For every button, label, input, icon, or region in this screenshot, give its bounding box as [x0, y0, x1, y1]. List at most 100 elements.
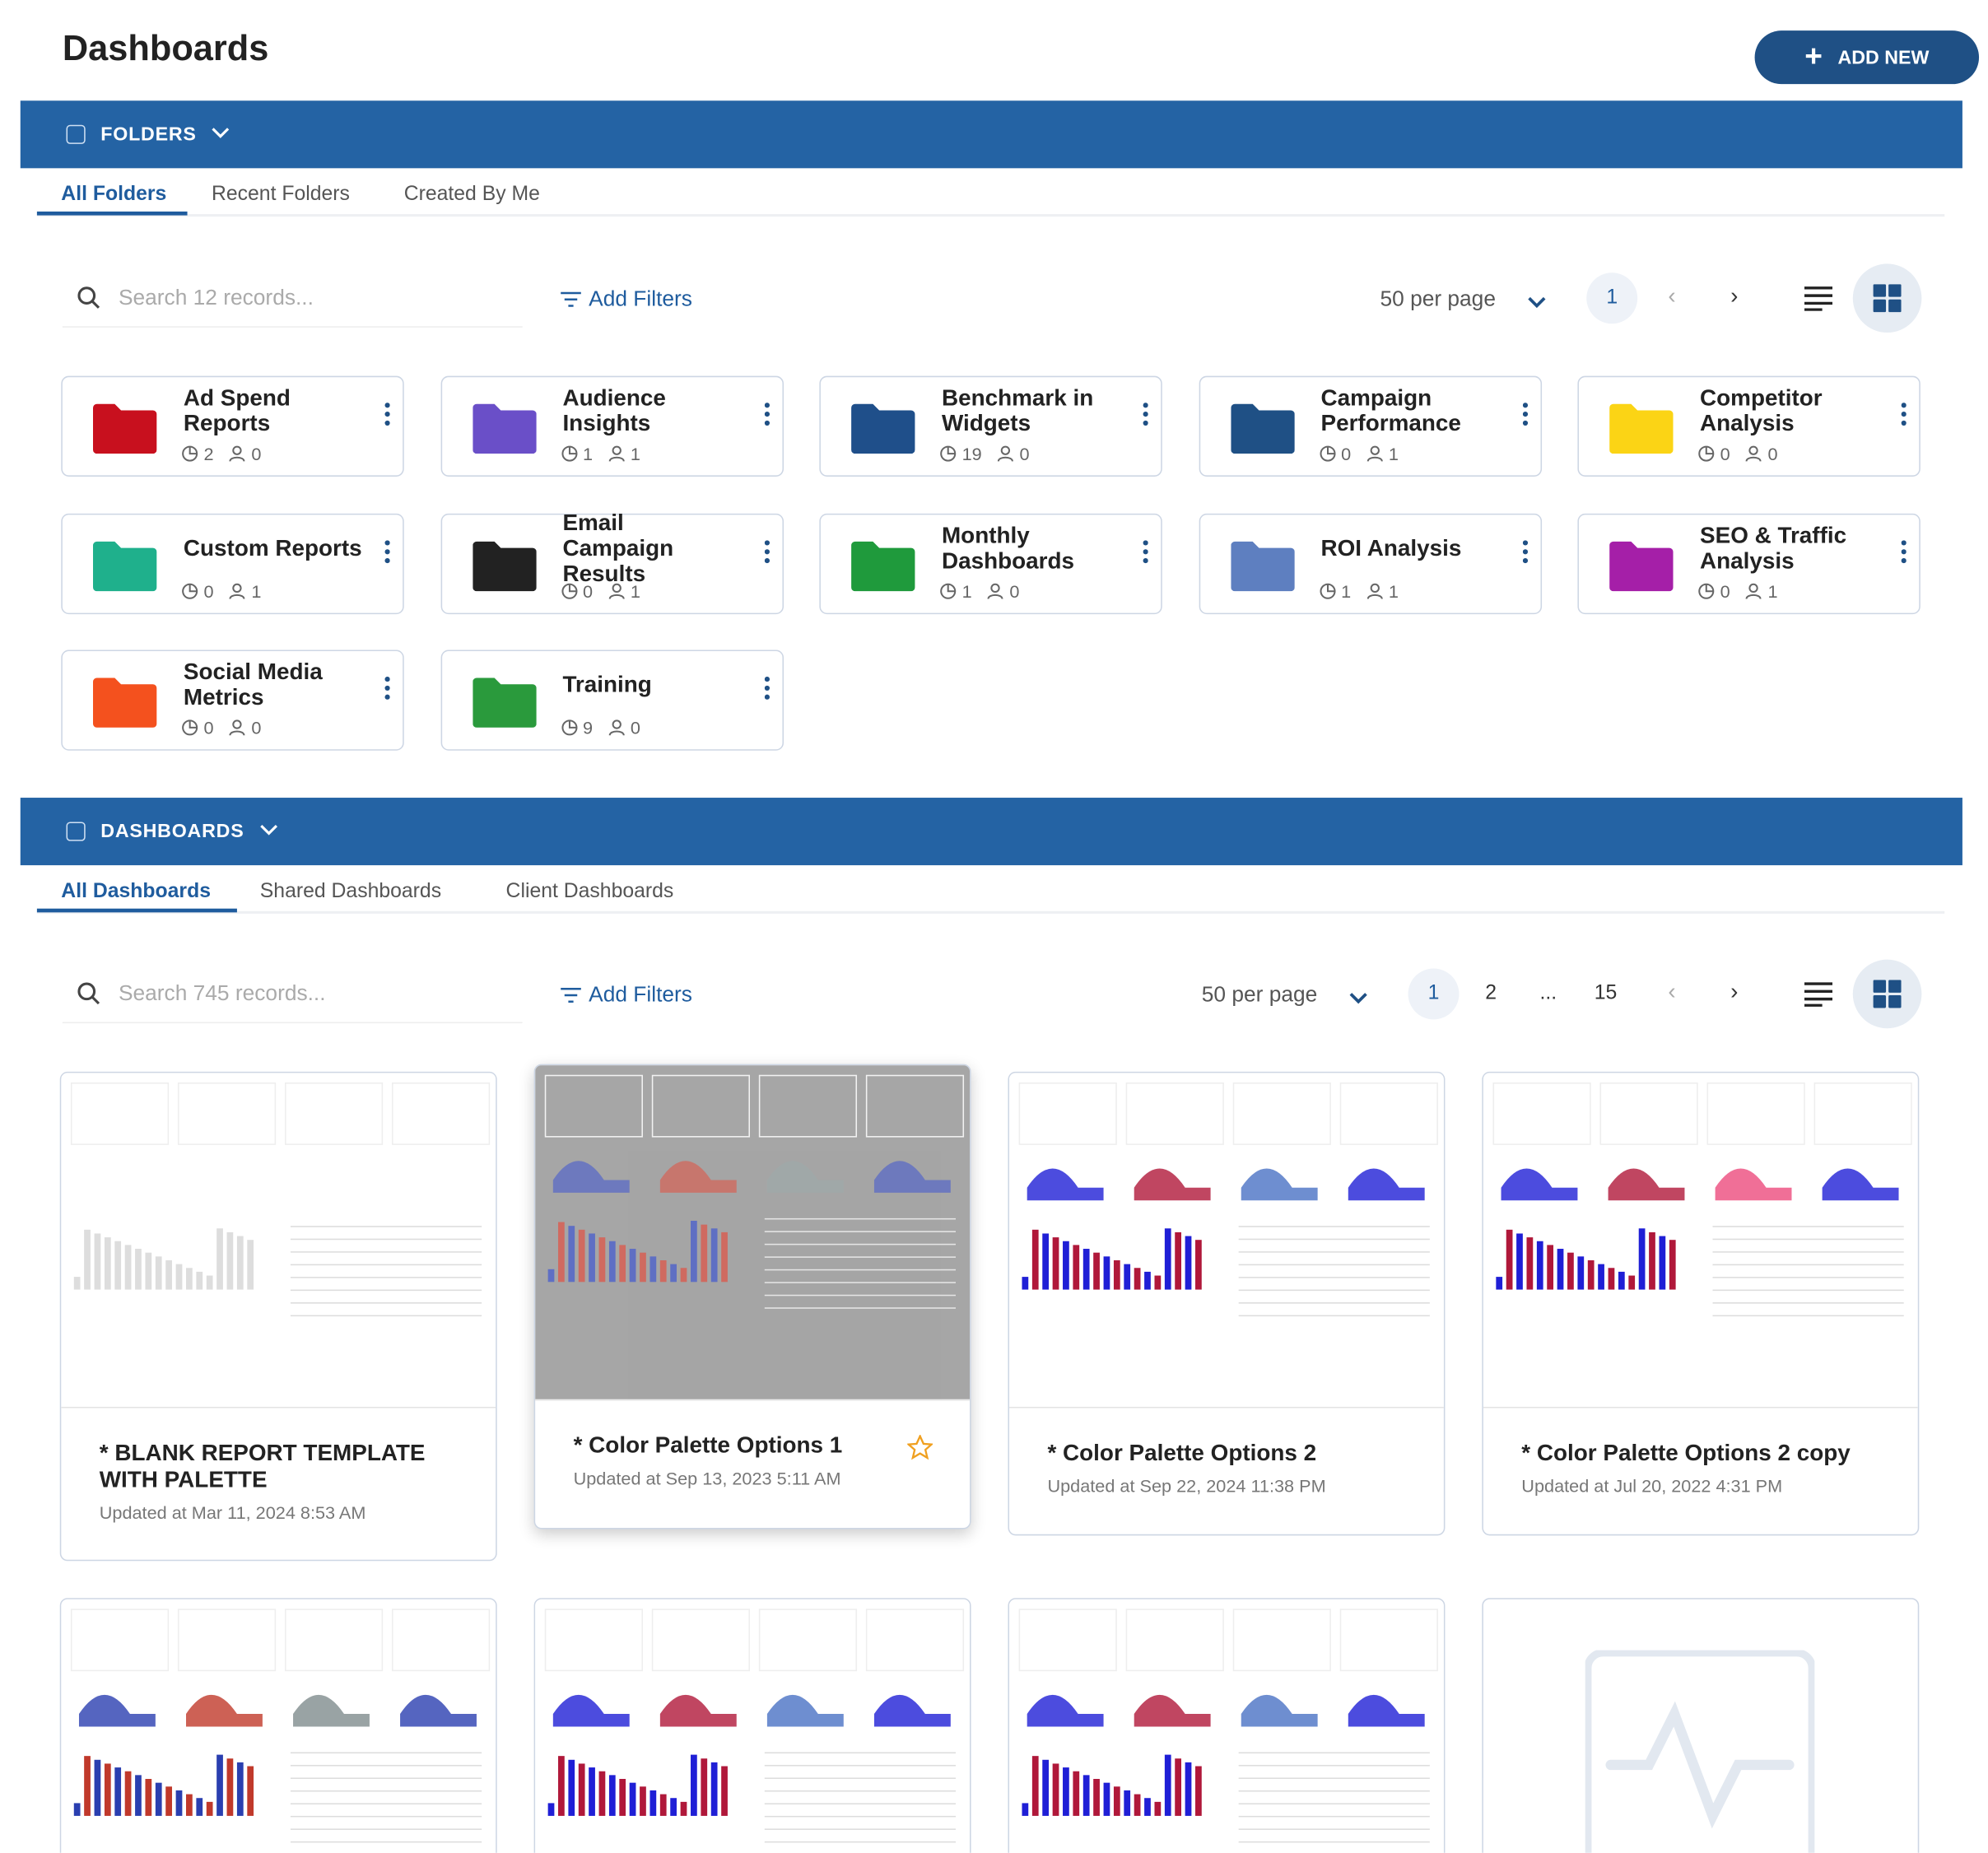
folder-name-text: Benchmark in Widgets — [941, 384, 1094, 436]
folder-name: SEO & Traffic Analysis — [1700, 514, 1879, 580]
folder-meta: 1 0 — [939, 580, 1019, 601]
list-view[interactable] — [1804, 286, 1833, 318]
dashboard-card[interactable]: * Color Palette Options 2 Updated at Sep … — [1008, 1071, 1446, 1536]
folder-card[interactable]: Training 9 0 — [440, 649, 784, 751]
folder-name-text: SEO & Traffic Analysis — [1700, 521, 1847, 573]
folder-name: Benchmark in Widgets — [942, 377, 1120, 443]
next-page[interactable]: › — [1730, 978, 1739, 1004]
dashboard-title: * BLANK REPORT TEMPLATE WITH PALETTE — [99, 1440, 426, 1492]
search-input[interactable]: Search 745 records... — [118, 980, 326, 1006]
folder-card[interactable]: SEO & Traffic Analysis 0 1 — [1577, 513, 1920, 614]
per-page[interactable]: 50 per page — [1380, 286, 1496, 311]
dashboard-card[interactable]: * BLANK REPORT TEMPLATE WITH PALETTE Upda… — [59, 1071, 497, 1562]
prev-page[interactable]: ‹ — [1668, 978, 1676, 1004]
tab[interactable]: Recent Folders — [211, 183, 350, 206]
next-page[interactable]: › — [1730, 282, 1739, 309]
page-number[interactable]: 1 — [1586, 272, 1638, 324]
folder-card[interactable]: Ad Spend Reports 2 0 — [61, 375, 404, 477]
dashboard-thumbnail — [61, 1599, 496, 1853]
dashboard-thumbnail — [61, 1073, 496, 1408]
folder-card[interactable]: Campaign Performance 0 1 — [1198, 375, 1542, 477]
user-count: 1 — [251, 580, 262, 601]
kebab-menu[interactable] — [764, 676, 770, 706]
tab-rule — [36, 214, 1945, 217]
dashboard-card[interactable]: * Color Palette Options 1 Updated at Sep … — [533, 1064, 971, 1529]
folder-meta: 0 1 — [181, 580, 262, 601]
add-new-label: ADD NEW — [1837, 46, 1930, 68]
dashboard-count: 0 — [203, 717, 214, 738]
folder-name: Ad Spend Reports — [184, 377, 362, 443]
section-icon — [66, 822, 86, 841]
dashboard-thumbnail — [1483, 1073, 1918, 1408]
kebab-menu[interactable] — [1522, 403, 1528, 432]
folder-icon — [472, 677, 536, 734]
favorite-star[interactable] — [906, 1433, 934, 1467]
user-count: 1 — [1388, 443, 1399, 464]
folder-card[interactable]: Competitor Analysis 0 0 — [1577, 375, 1920, 477]
folder-icon — [93, 677, 157, 734]
tab[interactable]: Client Dashboards — [505, 880, 674, 902]
kebab-menu[interactable] — [384, 676, 390, 706]
folder-name: Competitor Analysis — [1700, 377, 1879, 443]
page-number[interactable]: 15 — [1594, 982, 1618, 1004]
kebab-menu[interactable] — [1143, 403, 1148, 432]
dashboard-card[interactable] — [1482, 1598, 1920, 1853]
tab[interactable]: All Folders — [61, 183, 167, 206]
kebab-menu[interactable] — [384, 539, 390, 570]
kebab-menu[interactable] — [1522, 539, 1528, 570]
page-number[interactable]: 1 — [1408, 968, 1460, 1020]
folder-icon — [851, 403, 915, 460]
folder-name: ROI Analysis — [1321, 514, 1500, 580]
kebab-menu[interactable] — [1901, 539, 1907, 570]
folder-meta: 19 0 — [939, 443, 1030, 464]
folder-meta: 0 1 — [1318, 443, 1399, 464]
dashboard-card[interactable] — [533, 1598, 971, 1853]
search-rule — [62, 326, 523, 328]
folder-card[interactable]: Benchmark in Widgets 19 0 — [819, 375, 1162, 477]
dashboard-count: 1 — [1341, 580, 1352, 601]
section-label[interactable]: FOLDERS — [100, 123, 197, 146]
page-number[interactable]: ... — [1539, 982, 1557, 1004]
tab[interactable]: Created By Me — [403, 183, 540, 206]
section-bar: DASHBOARDS — [20, 798, 1962, 866]
folder-card[interactable]: Audience Insights 1 1 — [440, 375, 784, 477]
folder-name: Custom Reports — [184, 514, 362, 580]
folder-card[interactable]: Custom Reports 0 1 — [61, 513, 404, 614]
per-page[interactable]: 50 per page — [1201, 982, 1318, 1007]
folder-icon — [93, 540, 157, 598]
section-label[interactable]: DASHBOARDS — [100, 820, 244, 843]
folder-name-text: Email Campaign Results — [562, 509, 674, 586]
folder-icon — [1230, 403, 1294, 460]
dashboard-card[interactable] — [59, 1598, 497, 1853]
dashboard-card[interactable] — [1008, 1598, 1446, 1853]
page-number[interactable]: 2 — [1485, 982, 1497, 1004]
search-input[interactable]: Search 12 records... — [118, 285, 314, 310]
grid-view[interactable] — [1852, 263, 1922, 333]
search-icon — [77, 286, 102, 318]
add-filters[interactable]: Add Filters — [589, 982, 692, 1007]
prev-page[interactable]: ‹ — [1668, 282, 1676, 309]
folder-card[interactable]: Email Campaign Results 0 1 — [440, 509, 784, 614]
grid-view[interactable] — [1852, 959, 1922, 1029]
kebab-menu[interactable] — [764, 403, 770, 432]
tab[interactable]: Shared Dashboards — [259, 880, 442, 902]
tab[interactable]: All Dashboards — [61, 880, 211, 902]
kebab-menu[interactable] — [1901, 403, 1907, 432]
folder-card[interactable]: Social Media Metrics 0 0 — [61, 649, 404, 751]
user-count: 0 — [251, 717, 262, 738]
folder-name-text: Audience Insights — [562, 384, 666, 436]
kebab-menu[interactable] — [764, 539, 770, 570]
dashboard-count: 19 — [961, 443, 982, 464]
dashboard-card[interactable]: * Color Palette Options 2 copy Updated at… — [1482, 1071, 1920, 1536]
folder-card[interactable]: ROI Analysis 1 1 — [1198, 513, 1542, 614]
kebab-menu[interactable] — [1143, 539, 1148, 570]
user-count: 0 — [1019, 443, 1030, 464]
dashboard-updated: Updated at Mar 11, 2024 8:53 AM — [99, 1502, 366, 1523]
search-rule — [62, 1022, 523, 1024]
add-filters[interactable]: Add Filters — [589, 286, 692, 311]
add-new-button[interactable]: + ADD NEW — [1754, 30, 1980, 85]
folder-card[interactable]: Monthly Dashboards 1 0 — [819, 513, 1162, 614]
dashboard-updated: Updated at Sep 13, 2023 5:11 AM — [573, 1468, 841, 1489]
kebab-menu[interactable] — [384, 403, 390, 432]
list-view[interactable] — [1804, 981, 1833, 1013]
